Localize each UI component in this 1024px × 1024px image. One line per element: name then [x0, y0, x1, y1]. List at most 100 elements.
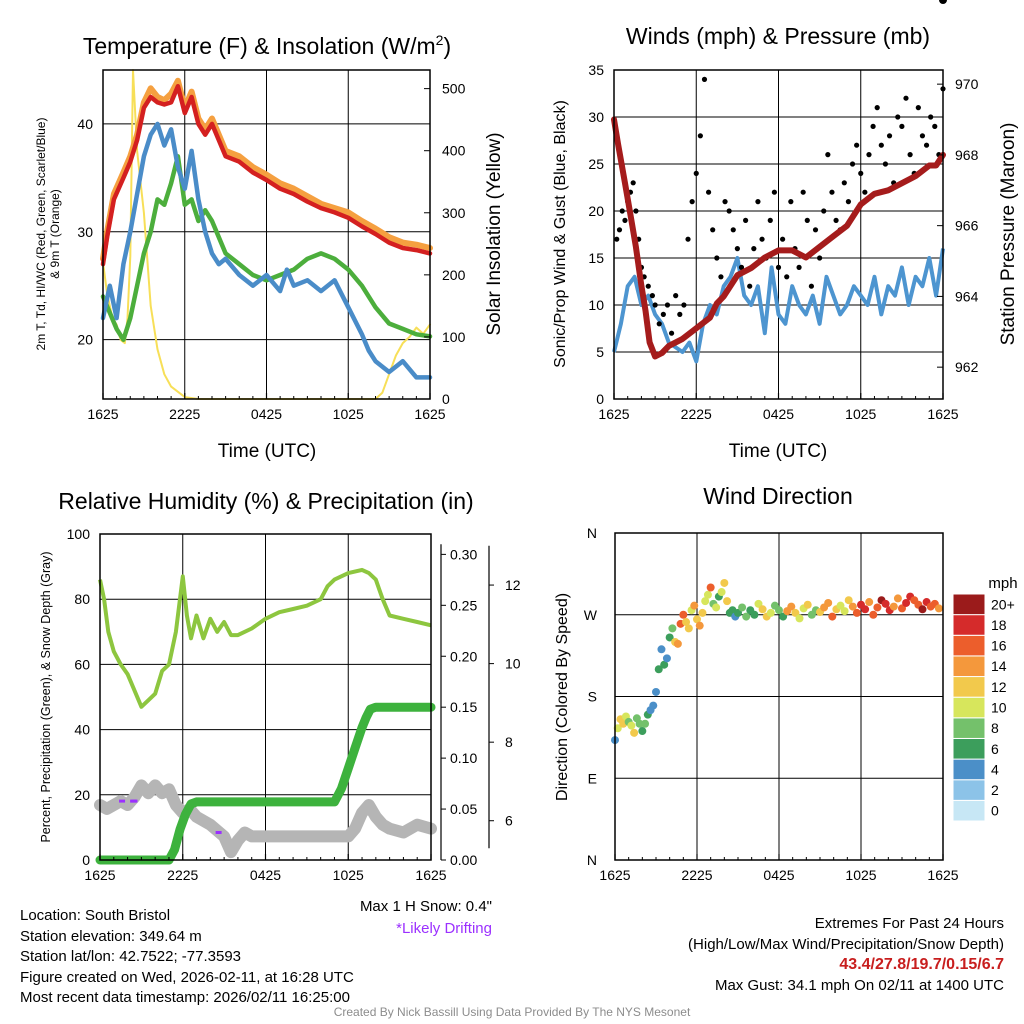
- temperature-title: Temperature (F) & Insolation (W/m2): [83, 32, 451, 59]
- y-tick-label-left: 0: [82, 852, 90, 868]
- direction-point: [682, 618, 691, 627]
- y-tick-label-left: 30: [588, 109, 604, 125]
- x-tick-label: 0425: [250, 867, 281, 883]
- direction-point: [738, 603, 747, 612]
- gust-point: [705, 189, 712, 195]
- temperature-panel: Temperature (F) & Insolation (W/m2) 1625…: [34, 32, 505, 462]
- snow-tick-label: 8: [505, 734, 513, 750]
- direction-point: [775, 606, 783, 615]
- direction-point: [701, 597, 710, 606]
- gust-point: [660, 311, 666, 317]
- y-tick-label-right: 964: [955, 288, 979, 304]
- gust-point: [677, 311, 683, 317]
- y-tick-label-left: 35: [588, 62, 604, 78]
- direction-tick-label: N: [587, 525, 597, 541]
- max-snow-note: Max 1 H Snow: 0.4": [359, 898, 492, 915]
- gust-point: [668, 330, 675, 336]
- y-tick-label-left: 20: [77, 332, 93, 348]
- direction-point: [649, 701, 658, 710]
- y-tick-label-left: 5: [596, 344, 604, 360]
- direction-point: [791, 608, 800, 617]
- direction-point: [679, 610, 688, 619]
- direction-tick-label: W: [584, 607, 598, 623]
- x-tick-label: 1025: [845, 406, 876, 422]
- gust-point: [825, 152, 831, 158]
- y-tick-label-right: 200: [442, 267, 466, 283]
- x-tick-label: 1625: [927, 406, 958, 422]
- y-tick-label-right: 300: [442, 205, 466, 221]
- gust-point: [751, 246, 757, 252]
- direction-point: [750, 610, 759, 619]
- wind-direction-y-label: Direction (Colored By Speed): [554, 593, 571, 801]
- gust-point: [788, 199, 794, 205]
- colorbar-label: 8: [991, 720, 999, 736]
- precip-tick-label: 0.05: [450, 801, 477, 817]
- direction-point: [668, 624, 677, 633]
- figure-created: Figure created on Wed, 2026-02-11, at 16…: [20, 968, 354, 986]
- direction-point: [754, 599, 763, 608]
- dewpoint-line: [100, 154, 433, 342]
- direction-point: [795, 614, 804, 623]
- pressure-y-label: Station Pressure (Maroon): [998, 123, 1019, 346]
- humidity-y-label: Percent, Precipitation (Green), & Snow D…: [39, 551, 53, 842]
- direction-point: [654, 665, 663, 674]
- humidity-line: [98, 567, 432, 709]
- y-tick-label-right: 400: [442, 143, 466, 159]
- gust-point: [614, 236, 620, 242]
- x-tick-label: 1625: [84, 867, 115, 883]
- gust-point: [833, 217, 839, 223]
- direction-point: [665, 633, 674, 642]
- wind-direction-title: Wind Direction: [703, 483, 853, 509]
- gust-point: [821, 208, 827, 214]
- gust-point: [784, 274, 790, 280]
- x-tick-label: 2225: [681, 867, 712, 883]
- direction-point: [873, 603, 882, 612]
- colorbar-title: mph: [988, 575, 1017, 592]
- gust-point: [645, 283, 651, 289]
- winds-title: Winds (mph) & Pressure (mb): [626, 23, 930, 49]
- gust-point: [755, 199, 761, 205]
- y-tick-label-left: 40: [74, 722, 90, 738]
- gust-point: [697, 133, 703, 139]
- direction-point: [898, 604, 906, 613]
- gust-point: [685, 236, 691, 242]
- direction-point: [787, 602, 796, 611]
- snow-notes: Max 1 H Snow: 0.4" *Likely Drifting: [360, 896, 492, 940]
- direction-point: [660, 660, 669, 669]
- colorbar-swatch: [952, 779, 986, 801]
- y-tick-label-left: 20: [74, 787, 90, 803]
- gust-point: [673, 293, 679, 299]
- gust-point: [923, 142, 930, 148]
- gust-point: [771, 189, 777, 195]
- direction-point: [703, 590, 712, 599]
- gust-point: [882, 161, 889, 167]
- y-tick-label-left: 30: [77, 224, 93, 240]
- max-gust: Max Gust: 34.1 mph On 02/11 at 1400 UTC: [714, 976, 1004, 994]
- gust-point: [895, 114, 901, 120]
- colorbar-swatch: [952, 717, 986, 739]
- gust-point: [730, 227, 736, 233]
- temperature-line: [100, 83, 433, 267]
- gust-point: [899, 123, 905, 129]
- station-latlon: Station lat/lon: 42.7522; -77.3593: [20, 948, 242, 965]
- direction-point: [695, 621, 704, 630]
- direction-point: [824, 598, 833, 607]
- gust-point: [849, 161, 856, 167]
- gust-point: [878, 142, 884, 148]
- y-tick-label-left: 40: [77, 116, 93, 132]
- direction-point: [836, 601, 845, 610]
- colorbar-swatch: [952, 655, 986, 678]
- credit-line: Created By Nick Bassill Using Data Provi…: [333, 1005, 691, 1019]
- x-tick-label: 1025: [333, 867, 364, 883]
- x-tick-label: 0425: [251, 406, 282, 422]
- gust-point: [800, 189, 806, 195]
- y-tick-label-left: 0: [596, 391, 604, 407]
- humidity-title: Relative Humidity (%) & Precipitation (i…: [58, 488, 473, 514]
- colorbar-swatch: [952, 614, 986, 636]
- y-tick-label-right: 500: [442, 81, 466, 97]
- gust-point: [874, 105, 880, 111]
- gust-point: [714, 255, 720, 261]
- pressure-line: [611, 116, 946, 360]
- colorbar-label: 14: [991, 658, 1007, 674]
